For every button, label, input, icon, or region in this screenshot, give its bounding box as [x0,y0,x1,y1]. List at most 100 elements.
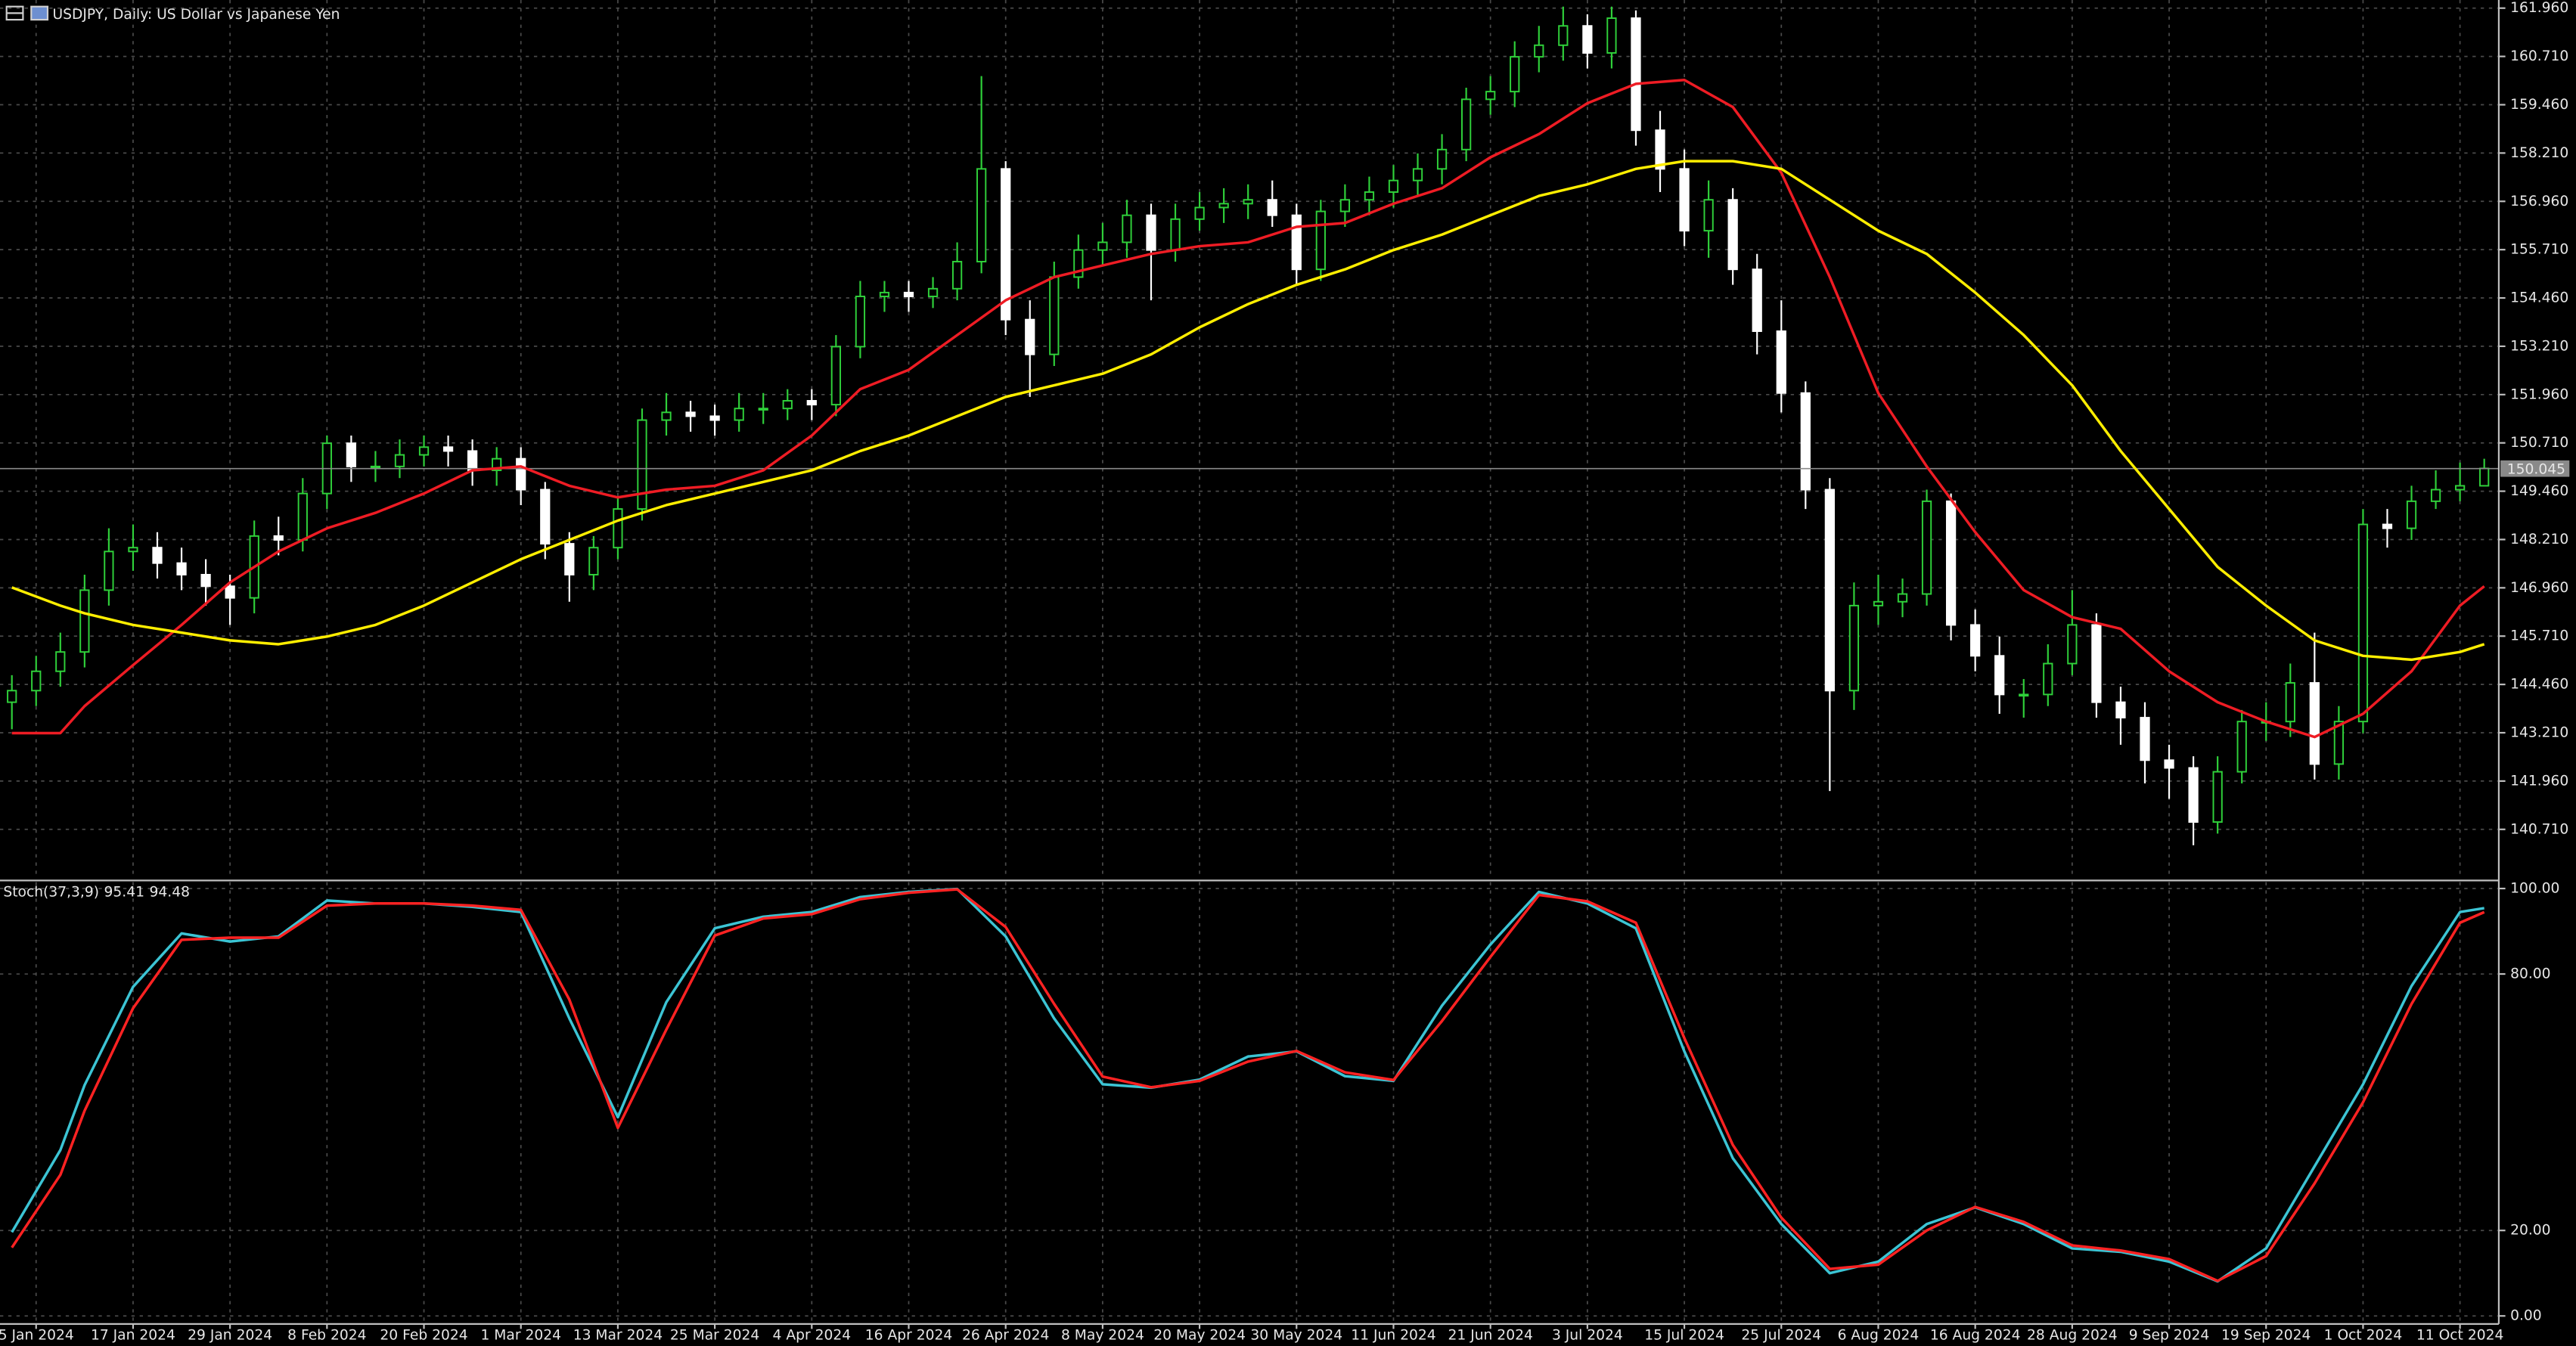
candle-body [1291,214,1302,271]
candle-body [2479,467,2490,487]
candle-body [1897,593,1908,603]
y-tick-label: 151.960 [2510,386,2568,402]
indicator-title: Stoch(37,3,9) [3,884,99,900]
y-tick-label: 159.460 [2510,97,2568,113]
candle-body [1752,268,1762,332]
candle-body [370,465,381,469]
y-tick-label: 160.710 [2510,48,2568,64]
candle-body [1122,214,1132,243]
candle-body [1606,17,1617,54]
candle-body [1267,199,1277,216]
candle-body [2309,682,2320,765]
candle-body [758,408,768,411]
y-tick-label: 144.460 [2510,677,2568,693]
x-tick-label: 15 Jul 2024 [1644,1328,1724,1344]
candle-body [394,454,405,467]
candle-body [2067,624,2078,665]
price-tag [2500,460,2570,477]
y-tick-label: 145.710 [2510,628,2568,644]
y-tick-label: 155.710 [2510,242,2568,258]
candle-body [540,488,551,545]
indicator-signal-value: 94.48 [149,884,189,900]
x-tick-label: 6 Aug 2024 [1838,1328,1920,1344]
x-tick-label: 20 Feb 2024 [380,1328,467,1344]
candle-body [1970,624,1981,657]
candle-body [2091,624,2102,703]
x-tick-label: 9 Sep 2024 [2129,1328,2209,1344]
y-tick-label: 153.210 [2510,338,2568,354]
candle-body [2043,662,2053,696]
y-tick-label: 156.960 [2510,194,2568,209]
candle-body [176,562,187,575]
candle-body [297,492,308,541]
candle-body [709,415,720,421]
candle-body [492,457,502,471]
x-tick-label: 25 Mar 2024 [670,1328,759,1344]
candle-body [2357,523,2369,723]
candle-body [855,296,866,348]
x-tick-label: 13 Mar 2024 [573,1328,663,1344]
x-tick-label: 8 Feb 2024 [287,1328,366,1344]
candle-body [1218,203,1229,209]
candle-body [1679,168,1690,232]
x-tick-label: 1 Oct 2024 [2324,1328,2403,1344]
candle-body [1848,604,1860,692]
candle-body [1510,56,1520,93]
y-tick-label: 20.00 [2510,1223,2550,1239]
candle-body [1170,218,1181,251]
candle-body [2019,693,2029,697]
indicator-line [11,888,2485,1282]
candle-body [1097,241,1108,251]
x-tick-label: 21 Jun 2024 [1448,1328,1533,1344]
x-tick-label: 11 Jun 2024 [1351,1328,1435,1344]
candle-body [1703,199,1714,232]
y-tick-label: 0.00 [2510,1308,2542,1324]
y-tick-label: 149.460 [2510,483,2568,499]
candle-body [1921,500,1932,595]
y-tick-label: 150.710 [2510,435,2568,451]
x-tick-label: 25 Jul 2024 [1741,1328,1821,1344]
x-tick-label: 3 Jul 2024 [1552,1328,1623,1344]
candle-body [903,291,914,297]
x-tick-label: 5 Jan 2024 [0,1328,74,1344]
candle-body [2140,717,2150,761]
y-tick-label: 158.210 [2510,145,2568,161]
candle-body [806,400,817,406]
x-tick-label: 1 Mar 2024 [480,1328,560,1344]
candle-body [1001,168,1011,321]
x-tick-label: 28 Aug 2024 [2027,1328,2118,1344]
candle-body [1412,168,1423,181]
x-tick-label: 20 May 2024 [1153,1328,1246,1344]
candle-body [2382,523,2393,529]
candle-body [1436,148,1448,170]
y-tick-label: 80.00 [2510,966,2550,982]
candle-body [1534,44,1544,58]
candle-body [1146,214,1156,251]
candle-body [976,168,987,262]
candle-body [225,585,235,599]
candle-body [418,446,430,456]
candle-body [1558,25,1569,46]
candle-body [55,651,66,672]
candle-body [273,535,284,541]
candle-body [2285,682,2295,723]
candle-body [1461,98,1472,150]
candle-body [564,543,575,575]
candle-body [2406,500,2417,529]
candle-body [613,508,623,549]
x-tick-label: 29 Jan 2024 [188,1328,272,1344]
indicator-label: Stoch(37,3,9) 95.41 94.48 [3,884,190,900]
candle-body [2455,485,2466,491]
marks [0,6,2499,1283]
candle-body [2164,759,2174,769]
candle-body [1049,276,1060,355]
chart-title: USDJPY, Daily: US Dollar vs Japanese Yen [53,7,340,23]
x-tick-label: 11 Oct 2024 [2416,1328,2503,1344]
candle-body [1315,210,1326,271]
candle-body [2430,488,2441,502]
x-tick-label: 16 Aug 2024 [1930,1328,2021,1344]
candle-body [1945,500,1957,626]
candle-body [79,589,90,653]
y-tick-label: 141.960 [2510,773,2568,789]
